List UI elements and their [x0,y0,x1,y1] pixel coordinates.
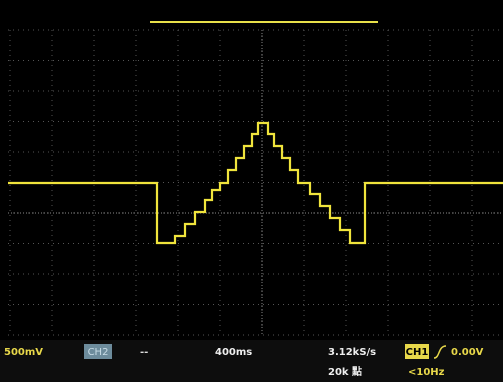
trigger-source: CH1 [406,347,429,358]
record-length: 20k 點 [328,365,362,378]
page: {"status_bar": {"ch1_scale": "500mV", "c… [0,0,503,382]
ch1-scale: 500mV [4,347,43,358]
screen-background [0,0,503,382]
ch2-scale: -- [140,347,148,358]
sample-rate: 3.12kS/s [328,347,376,358]
oscilloscope-screen: 500mV CH2 -- 400ms 3.12kS/s 20k 點 CH1 0.… [0,0,503,382]
timebase: 400ms [215,347,252,358]
ch2-label: CH2 [88,347,109,358]
trigger-frequency: <10Hz [408,367,445,378]
trigger-level: 0.00V [451,347,484,358]
